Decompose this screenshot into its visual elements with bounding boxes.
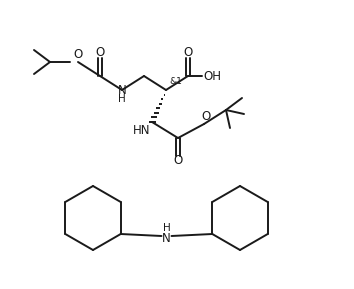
Text: N: N [118,84,126,97]
Text: O: O [73,47,82,60]
Text: H: H [118,94,126,104]
Text: H: H [162,223,170,233]
Text: O: O [95,47,105,60]
Text: &1: &1 [169,77,182,86]
Text: O: O [183,47,193,60]
Text: HN: HN [132,125,150,138]
Text: O: O [201,110,211,123]
Text: N: N [162,231,171,244]
Text: O: O [173,155,183,168]
Text: OH: OH [203,69,221,82]
